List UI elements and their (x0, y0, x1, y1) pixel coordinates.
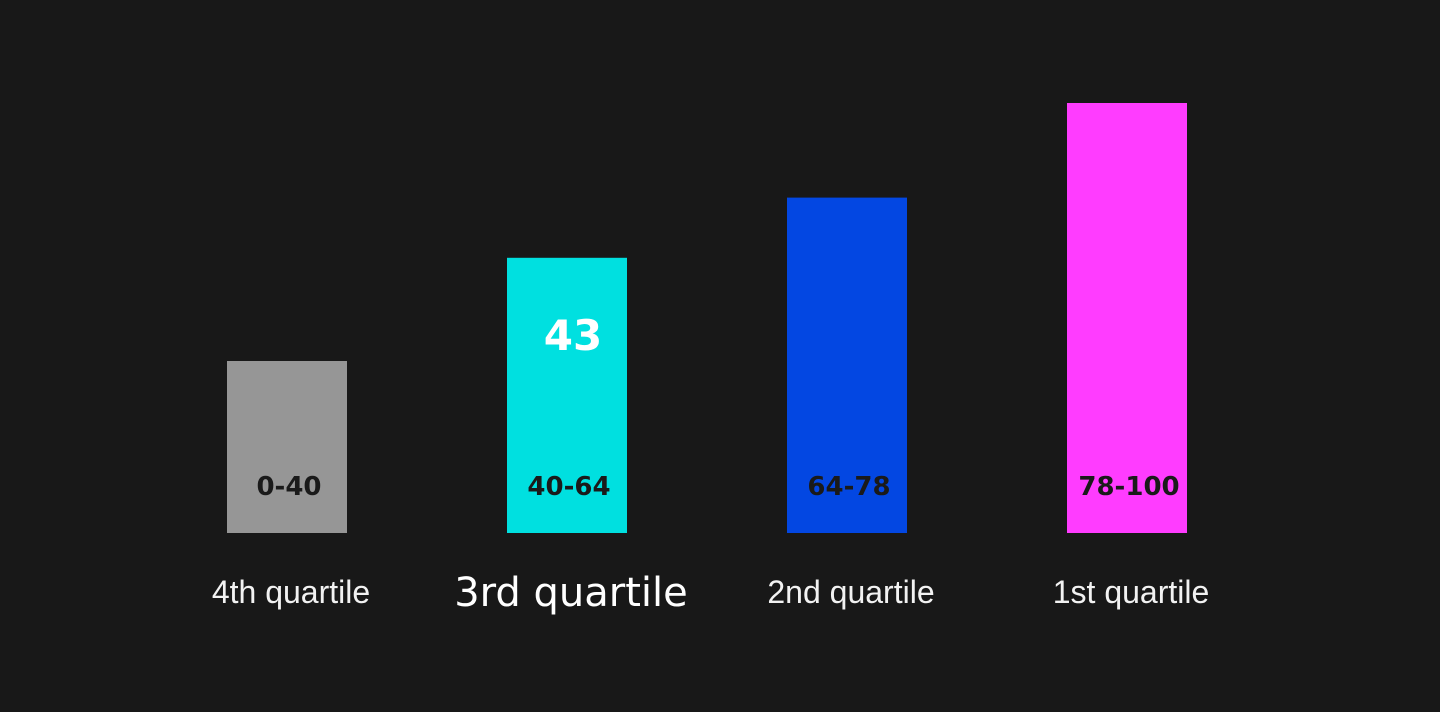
category-label: 1st quartile (1053, 574, 1210, 610)
bar-2nd-quartile (787, 197, 907, 533)
bar-group-4th-quartile: 0-40 4th quartile (212, 361, 370, 610)
category-label: 2nd quartile (767, 574, 934, 610)
bar-range-label: 0-40 (256, 472, 321, 502)
bar-group-1st-quartile: 78-100 1st quartile (1053, 103, 1210, 610)
score-marker-triangle (543, 269, 593, 295)
bar-4th-quartile (227, 361, 347, 533)
bar-1st-quartile (1067, 103, 1187, 533)
category-label: 4th quartile (212, 574, 370, 610)
bar-range-label: 64-78 (807, 472, 890, 502)
bar-group-3rd-quartile: 40-64 3rd quartile 43 (454, 257, 688, 616)
bar-range-label: 78-100 (1078, 472, 1179, 502)
bar-group-2nd-quartile: 64-78 2nd quartile (767, 197, 935, 610)
bar-range-label: 40-64 (527, 472, 610, 502)
bar-3rd-quartile (507, 257, 627, 533)
category-label: 3rd quartile (454, 570, 688, 616)
score-value: 43 (544, 311, 602, 360)
